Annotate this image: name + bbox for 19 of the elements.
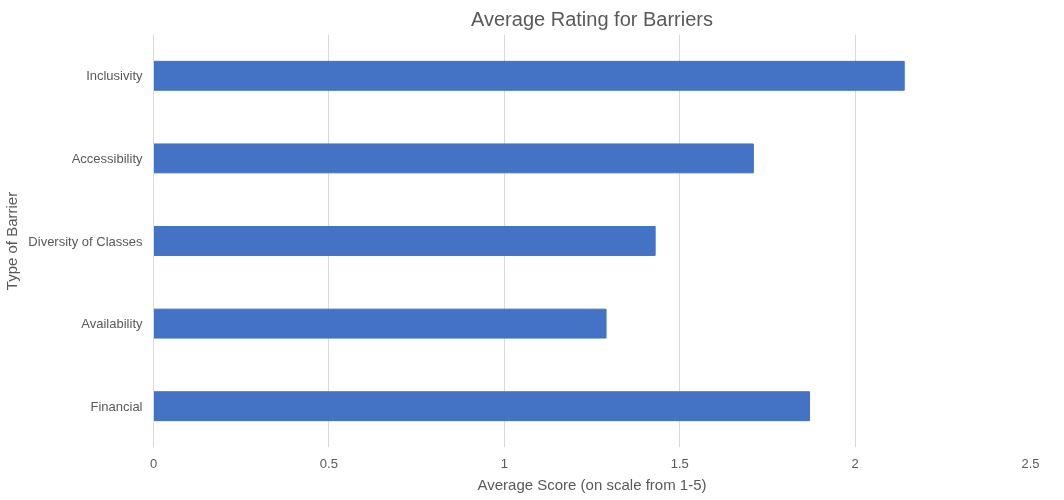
x-tick-label: 2 [851,455,859,471]
y-axis-title: Type of Barrier [3,191,21,291]
x-tick-label: 2.5 [1021,455,1040,471]
y-tick-label: Accessibility [71,150,143,166]
x-tick-label: 0 [149,455,158,471]
bar [153,391,810,422]
bar [153,226,656,256]
bar [153,308,607,339]
y-tick-label: Availability [81,316,143,332]
bar [153,143,754,174]
x-axis-title: Average Score (on scale from 1-5) [477,475,707,493]
x-tick-label: 0.5 [319,455,338,471]
x-tick-label: 1.5 [670,455,689,471]
bar [153,60,905,91]
y-tick-label: Financial [90,398,143,414]
x-tick-label: 1 [500,455,508,471]
y-tick-label: Inclusivity [86,68,143,84]
chart-title: Average Rating for Barriers [471,7,713,30]
y-tick-label: Diversity of Classes [28,233,143,249]
